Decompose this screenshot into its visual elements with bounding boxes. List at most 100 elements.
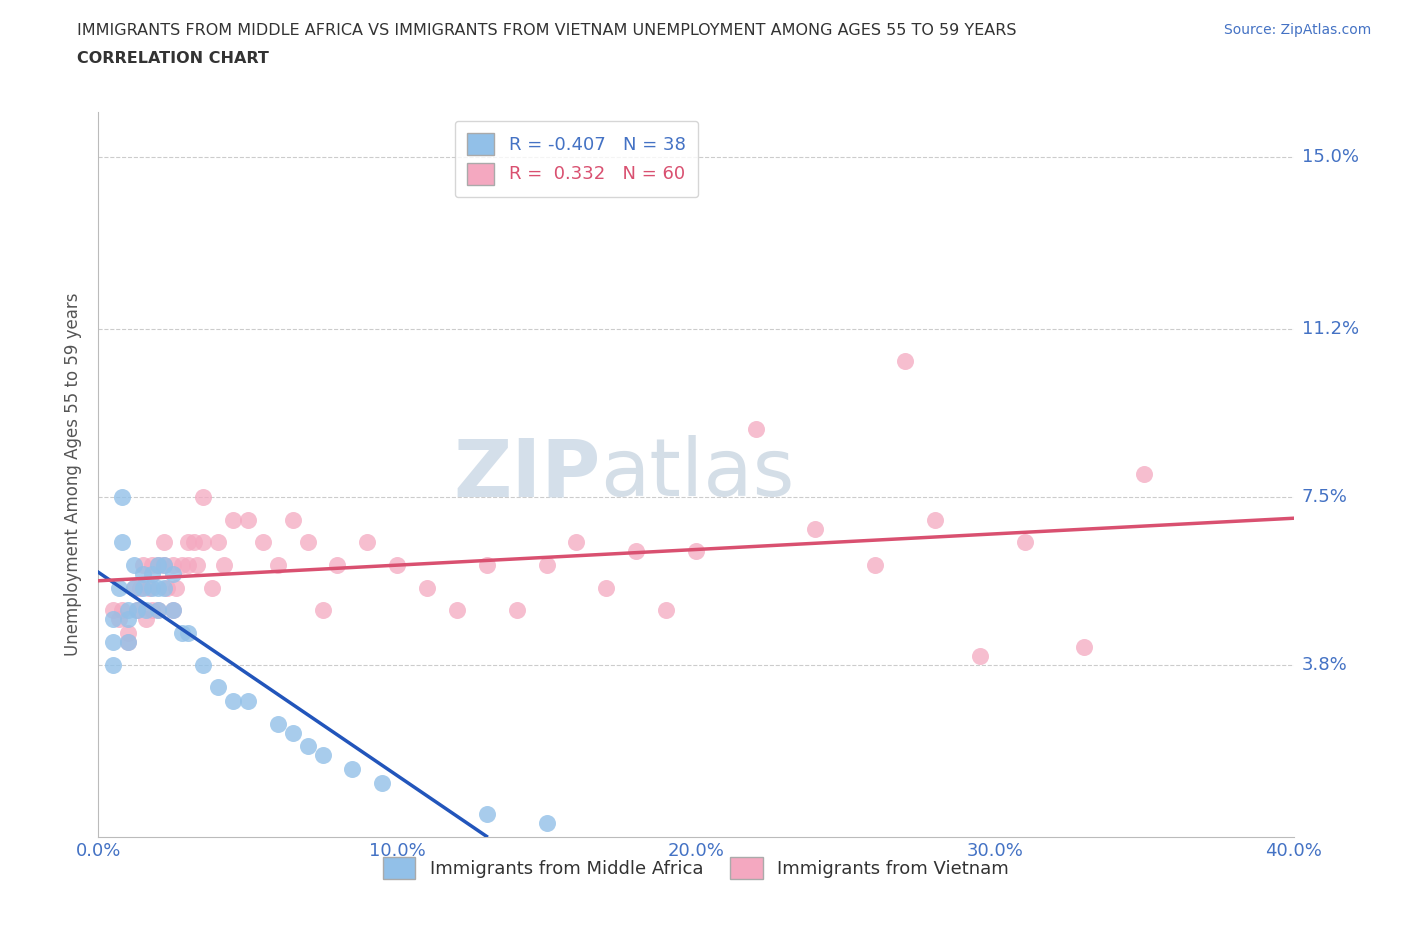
Point — [135, 612, 157, 627]
Point — [595, 580, 617, 595]
Point — [267, 558, 290, 573]
Point — [536, 558, 558, 573]
Point — [536, 816, 558, 830]
Point — [124, 580, 146, 595]
Point — [141, 558, 163, 573]
Point — [385, 558, 409, 573]
Point — [138, 580, 160, 595]
Point — [311, 748, 333, 763]
Point — [177, 535, 200, 550]
Point — [153, 580, 176, 595]
Point — [201, 580, 224, 595]
Point — [222, 694, 245, 709]
Text: 3.8%: 3.8% — [1302, 656, 1347, 673]
Point — [141, 603, 163, 618]
Point — [132, 558, 155, 573]
Point — [183, 535, 205, 550]
Point — [326, 558, 349, 573]
Point — [969, 648, 991, 663]
Point — [207, 535, 229, 550]
Point — [148, 558, 170, 573]
Point — [342, 762, 364, 777]
Point — [177, 558, 200, 573]
Point — [148, 603, 170, 618]
Point — [356, 535, 378, 550]
Point — [236, 694, 259, 709]
Point — [153, 558, 176, 573]
Text: atlas: atlas — [600, 435, 794, 513]
Point — [191, 489, 214, 504]
Point — [111, 535, 134, 550]
Point — [148, 558, 170, 573]
Point — [127, 603, 149, 618]
Y-axis label: Unemployment Among Ages 55 to 59 years: Unemployment Among Ages 55 to 59 years — [65, 293, 83, 656]
Point — [177, 626, 200, 641]
Point — [1073, 639, 1095, 654]
Point — [191, 658, 214, 672]
Point — [894, 353, 917, 368]
Point — [162, 603, 184, 618]
Point — [222, 512, 245, 527]
Point — [626, 544, 648, 559]
Point — [117, 634, 139, 649]
Point — [103, 658, 125, 672]
Point — [148, 603, 170, 618]
Point — [212, 558, 235, 573]
Point — [156, 580, 179, 595]
Point — [281, 512, 304, 527]
Point — [124, 558, 146, 573]
Point — [186, 558, 208, 573]
Point — [236, 512, 259, 527]
Point — [132, 580, 155, 595]
Point — [685, 544, 707, 559]
Text: CORRELATION CHART: CORRELATION CHART — [77, 51, 269, 66]
Point — [1133, 467, 1156, 482]
Text: 15.0%: 15.0% — [1302, 148, 1358, 166]
Point — [135, 603, 157, 618]
Text: 11.2%: 11.2% — [1302, 320, 1360, 339]
Point — [162, 603, 184, 618]
Point — [252, 535, 274, 550]
Point — [416, 580, 439, 595]
Point — [117, 634, 139, 649]
Point — [1014, 535, 1036, 550]
Point — [924, 512, 946, 527]
Point — [172, 626, 194, 641]
Point — [207, 680, 229, 695]
Point — [267, 716, 290, 731]
Point — [655, 603, 678, 618]
Point — [475, 558, 498, 573]
Point — [117, 603, 139, 618]
Point — [165, 580, 187, 595]
Point — [162, 558, 184, 573]
Point — [111, 489, 134, 504]
Point — [108, 612, 131, 627]
Point — [127, 603, 149, 618]
Point — [153, 558, 176, 573]
Point — [103, 634, 125, 649]
Point — [297, 738, 319, 753]
Point — [172, 558, 194, 573]
Text: Source: ZipAtlas.com: Source: ZipAtlas.com — [1223, 23, 1371, 37]
Point — [745, 421, 768, 436]
Point — [111, 603, 134, 618]
Point — [804, 521, 827, 536]
Point — [506, 603, 529, 618]
Point — [124, 580, 146, 595]
Point — [117, 626, 139, 641]
Point — [108, 580, 131, 595]
Point — [153, 535, 176, 550]
Point — [141, 580, 163, 595]
Text: IMMIGRANTS FROM MIDDLE AFRICA VS IMMIGRANTS FROM VIETNAM UNEMPLOYMENT AMONG AGES: IMMIGRANTS FROM MIDDLE AFRICA VS IMMIGRA… — [77, 23, 1017, 38]
Point — [565, 535, 588, 550]
Point — [371, 776, 394, 790]
Point — [103, 603, 125, 618]
Point — [191, 535, 214, 550]
Point — [141, 566, 163, 581]
Point — [132, 566, 155, 581]
Legend: Immigrants from Middle Africa, Immigrants from Vietnam: Immigrants from Middle Africa, Immigrant… — [368, 843, 1024, 893]
Point — [129, 580, 152, 595]
Point — [117, 612, 139, 627]
Point — [446, 603, 468, 618]
Point — [311, 603, 333, 618]
